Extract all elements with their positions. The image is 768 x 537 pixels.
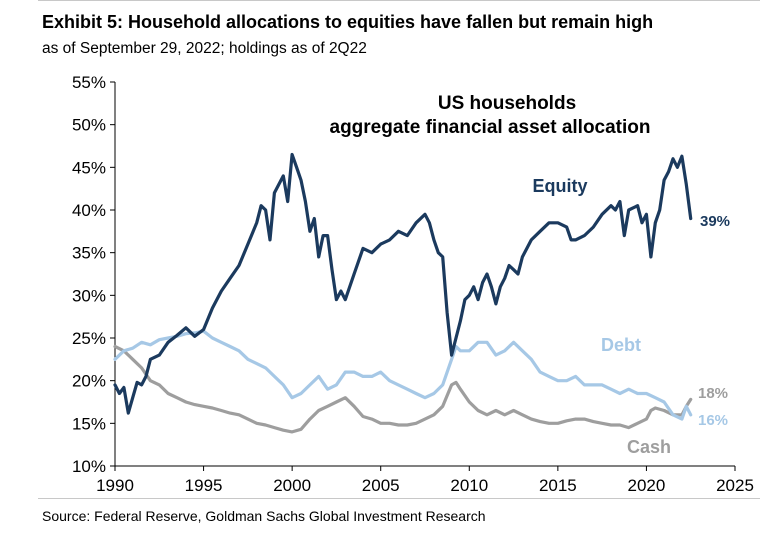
end-value-label-debt: 16% (698, 412, 728, 429)
top-rule (38, 0, 760, 1)
series-label-debt: Debt (601, 335, 641, 355)
x-tick-label: 1995 (185, 476, 223, 495)
series-label-cash: Cash (627, 437, 671, 457)
x-tick-label: 1990 (96, 476, 134, 495)
x-tick-label: 2000 (273, 476, 311, 495)
y-tick-label: 25% (72, 329, 106, 348)
x-tick-label: 2010 (450, 476, 488, 495)
chart-annotations: US households aggregate financial asset … (330, 93, 731, 457)
chart-axes: 10% 15% 20% 25% 30% 35% 40% 45% 50% 55% 1990 1995 20… (72, 73, 754, 495)
bottom-rule (38, 498, 760, 499)
end-value-label-cash: 18% (698, 385, 728, 402)
y-tick-label: 10% (72, 457, 106, 476)
source-note: Source: Federal Reserve, Goldman Sachs G… (42, 508, 486, 524)
series-line-equity (113, 152, 693, 415)
x-tick-label: 2005 (362, 476, 400, 495)
chart-series-lines (113, 152, 693, 434)
series-line-cash (113, 344, 693, 434)
x-tick-label: 2015 (539, 476, 577, 495)
y-tick-label: 45% (72, 158, 106, 177)
chart-title-line-2: aggregate financial asset allocation (330, 117, 651, 138)
series-label-equity: Equity (532, 176, 587, 196)
series-line-debt (113, 329, 693, 421)
chart-title-line-1: US households (438, 93, 576, 114)
exhibit-subtitle: as of September 29, 2022; holdings as of… (42, 40, 367, 57)
y-tick-label: 30% (72, 286, 106, 305)
y-tick-label: 35% (72, 244, 106, 263)
exhibit-title: Exhibit 5: Household allocations to equi… (42, 12, 654, 32)
end-value-label-equity: 39% (700, 213, 730, 230)
y-tick-label: 15% (72, 414, 106, 433)
x-tick-label: 2020 (628, 476, 666, 495)
y-tick-label: 50% (72, 116, 106, 135)
x-tick-label: 2025 (716, 476, 754, 495)
y-tick-label: 40% (72, 201, 106, 220)
y-tick-label: 20% (72, 372, 106, 391)
y-tick-label: 55% (72, 73, 106, 92)
